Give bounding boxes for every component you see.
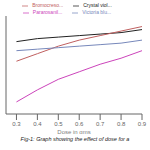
svg-text:0.9: 0.9 — [138, 121, 142, 127]
svg-text:0.4: 0.4 — [33, 121, 42, 127]
html-text:Victoria blu...: Victoria blu... — [82, 9, 112, 15]
svg-text:0.7: 0.7 — [96, 121, 105, 127]
svg-text:0.3: 0.3 — [12, 121, 21, 127]
svg-text:0.5: 0.5 — [54, 121, 63, 127]
svg-text:0.6: 0.6 — [75, 121, 84, 127]
html-text:Crystal viol...: Crystal viol... — [83, 2, 112, 8]
svg-text:Dose in gms: Dose in gms — [57, 129, 90, 134]
html-text:Bromocreso...: Bromocreso... — [32, 2, 64, 8]
html-text:Pararosanil...: Pararosanil... — [32, 9, 63, 15]
html-text:Fig-1: Graph showing the effec: Fig-1: Graph showing the effect of dose … — [20, 136, 130, 142]
svg-text:0.8: 0.8 — [117, 121, 126, 127]
